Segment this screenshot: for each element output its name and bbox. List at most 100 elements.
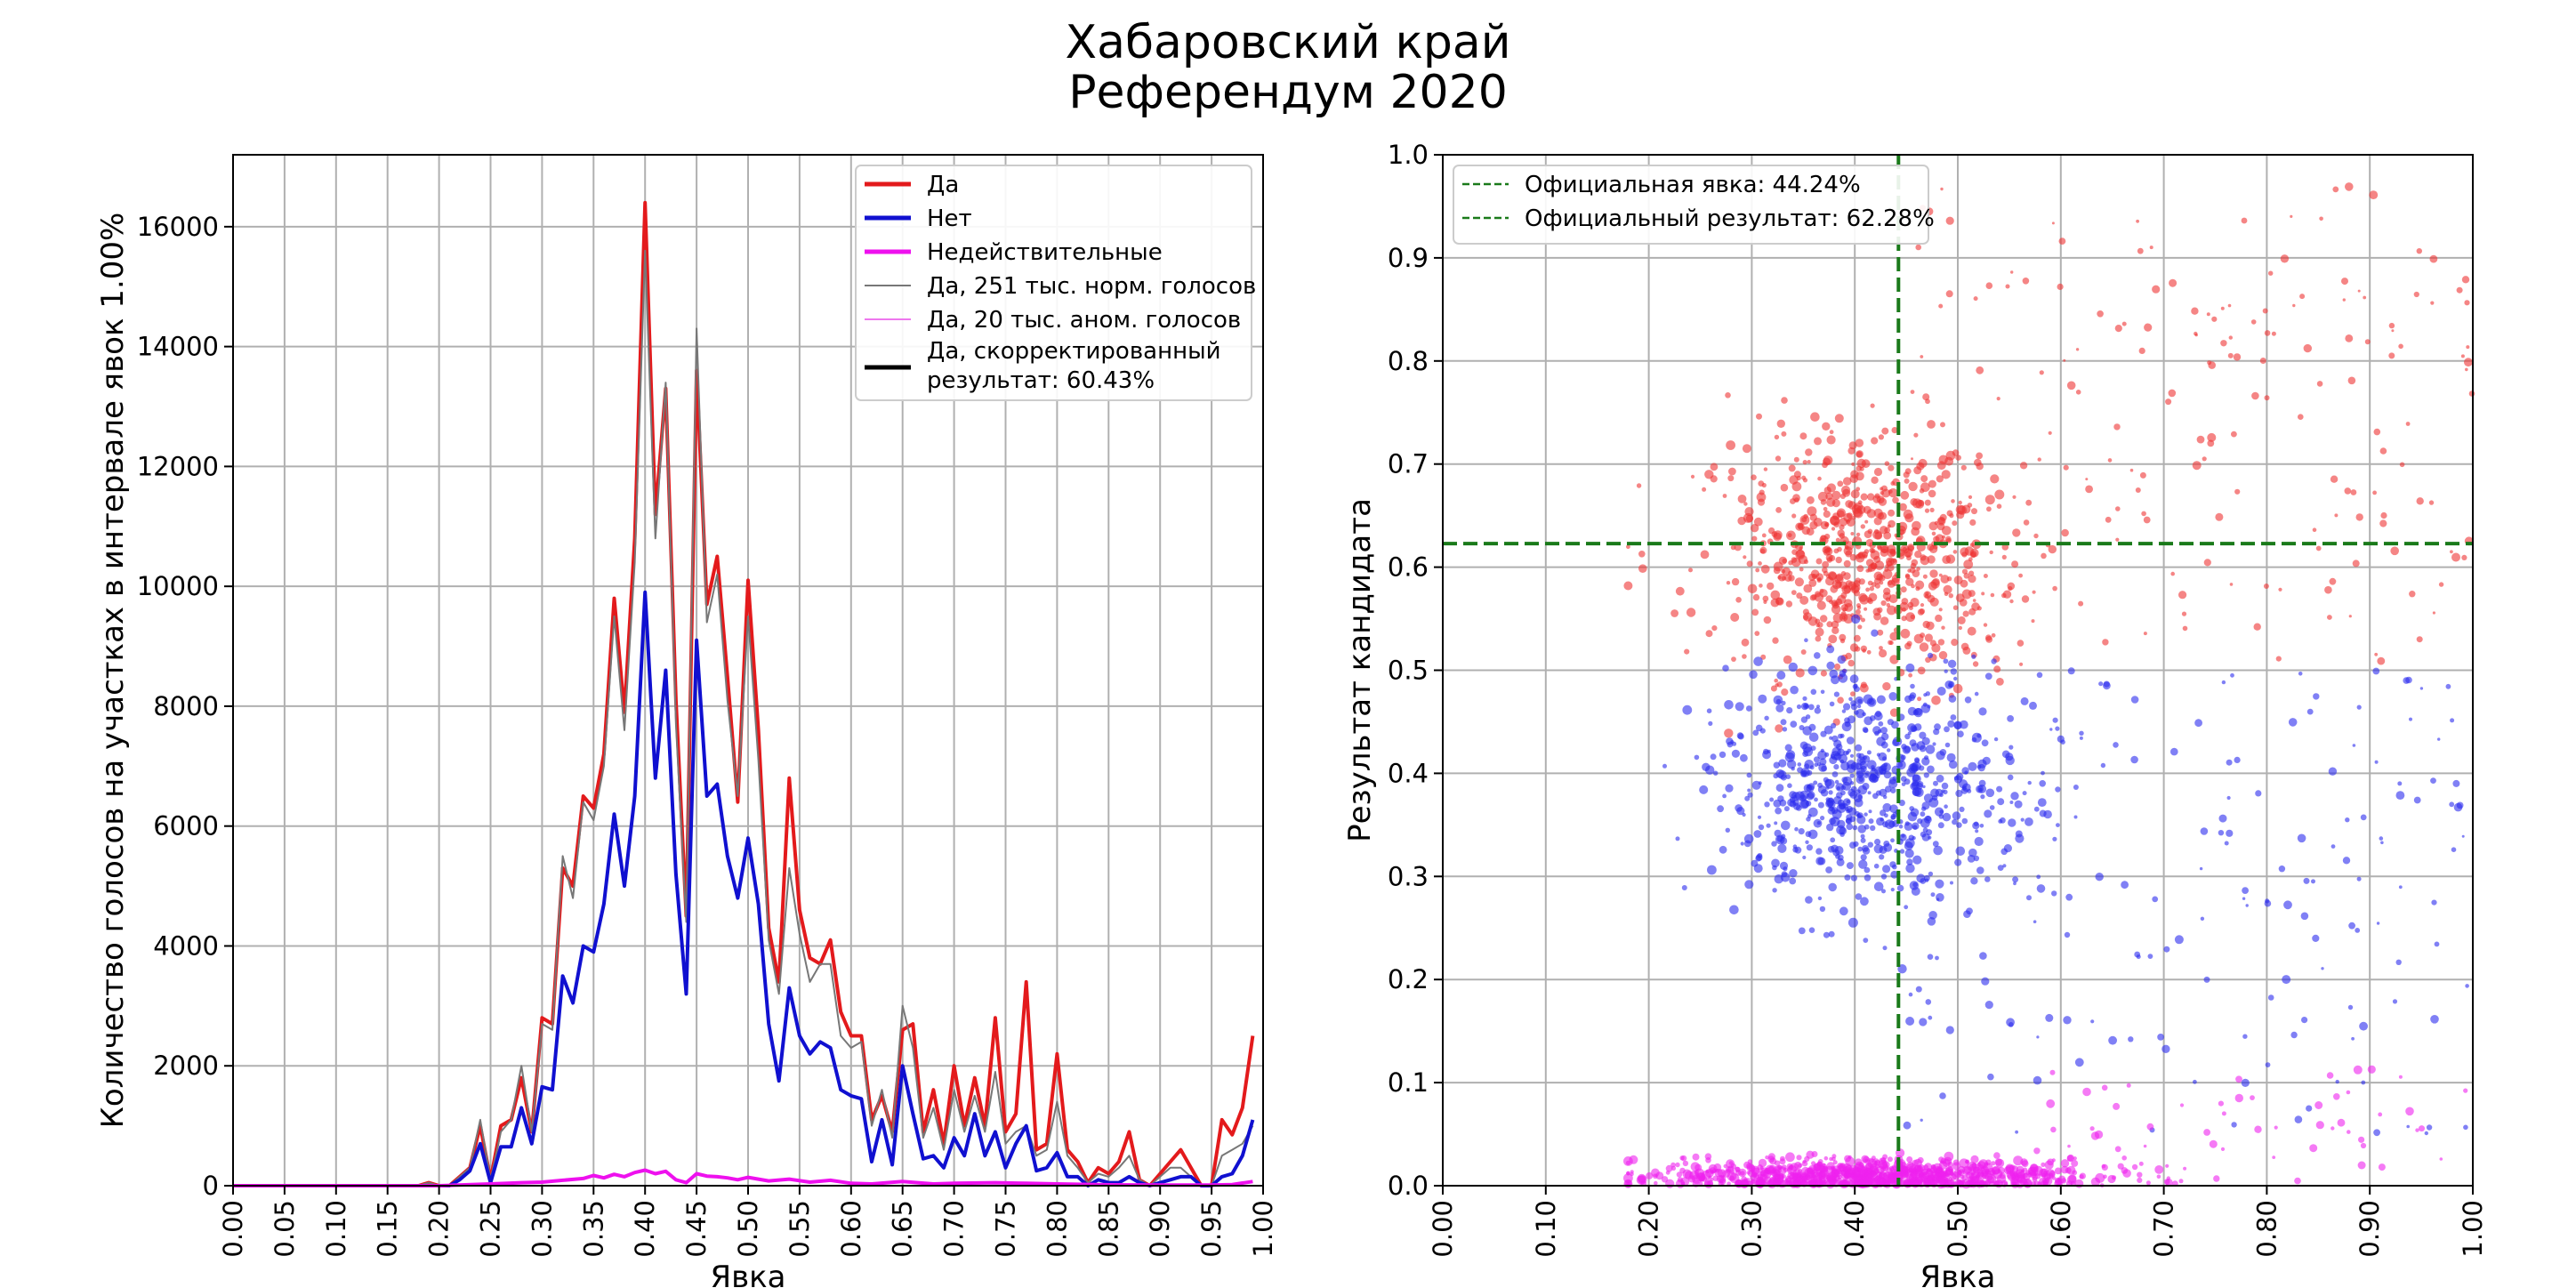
scatter-point [2192,461,2202,471]
scatter-point [1967,626,1976,636]
legend-box [1453,165,1929,245]
scatter-point [1933,729,1940,736]
scatter-point [2202,456,2207,462]
scatter-point [1869,586,1874,592]
scatter-point [1924,508,1930,513]
scatter-point [1783,866,1788,872]
scatter-point [1828,790,1833,795]
scatter-point [2241,217,2248,224]
scatter-point [1698,1175,1706,1182]
scatter-point [1889,804,1898,813]
scatter-point [2045,1013,2054,1022]
scatter-point [2063,358,2066,362]
scatter-point [1973,296,1978,302]
scatter-point [1670,1162,1676,1168]
scatter-point [1651,1168,1660,1178]
scatter-point [1743,1161,1751,1169]
scatter-point [1860,493,1868,501]
scatter-point [1922,393,1930,401]
scatter-point [1987,1073,1994,1081]
scatter-point [1735,702,1744,712]
scatter-point [1638,564,1647,573]
scatter-point [1761,533,1767,538]
scatter-point [1816,1161,1823,1167]
scatter-point [2067,1144,2071,1148]
scatter-point [1958,625,1962,631]
scatter-point [1855,744,1863,752]
scatter-point [1927,954,1934,960]
scatter-point [1882,802,1892,812]
scatter-point [1939,1092,1946,1099]
scatter-point [1817,476,1822,481]
scatter-point [2141,511,2146,517]
scatter-point [1862,712,1866,717]
scatter-point [2372,667,2380,675]
scatter-point [1799,515,1810,525]
scatter-point [2234,1093,2243,1103]
scatter-point [2250,319,2257,325]
scatter-point [1930,1181,1936,1187]
scatter-point [1961,551,1968,558]
scatter-point [2017,640,2025,647]
scatter-point [1828,571,1837,580]
scatter-point [1873,508,1883,518]
scatter-series-Недействительные [1623,1065,2468,1189]
scatter-point [1769,797,1775,802]
scatter-point [1852,1175,1857,1180]
scatter-point [1889,640,1894,646]
scatter-point [1707,1180,1713,1187]
scatter-point [1850,691,1856,696]
scatter-point [1964,696,1972,704]
scatter-point [1965,1159,1969,1164]
scatter-point [2061,528,2069,537]
scatter-point [2231,431,2237,438]
scatter-point [1792,844,1798,849]
series-line-Нет [233,590,1255,1187]
scatter-point [1880,616,1889,625]
scatter-point [2297,833,2306,843]
scatter-point [2409,591,2416,598]
scatter-point [1877,629,1884,636]
scatter-point [1974,836,1984,847]
scatter-point [1888,464,1895,471]
scatter-point [1863,938,1869,943]
scatter-point [1876,774,1880,779]
scatter-point [2027,780,2032,785]
scatter-point [1925,656,1931,664]
scatter-point [1799,595,1809,605]
scatter-point [1827,800,1836,809]
scatter-point [2001,554,2007,560]
scatter-point [1866,750,1872,755]
scatter-point [1785,774,1791,779]
scatter-point [2283,900,2292,910]
scatter-point [1871,1171,1877,1177]
scatter-point [2145,1180,2151,1186]
scatter-point [2073,815,2078,819]
scatter-point [1699,785,1709,794]
scatter-point [2015,833,2025,843]
scatter-point [2226,829,2234,837]
scatter-point [1888,594,1898,604]
scatter-point [1957,1170,1962,1176]
scatter-point [1919,731,1927,739]
scatter-point [2138,1161,2144,1166]
scatter-point [2010,270,2014,274]
scatter-point [2207,432,2217,442]
scatter-point [1913,432,1919,438]
scatter-point [1911,764,1918,771]
scatter-point [1976,366,1984,374]
scatter-point [1844,874,1851,881]
scatter-point [1773,695,1783,705]
scatter-point [1799,432,1807,440]
scatter-point [2426,1124,2433,1131]
y-tick-label: 14000 [137,332,219,362]
scatter-point [2178,1179,2184,1184]
scatter-point [2321,967,2324,970]
scatter-point [1884,785,1892,793]
scatter-point [2224,841,2229,846]
scatter-point [1688,568,1693,573]
scatter-point [2085,485,2094,494]
scatter-point [1849,674,1859,684]
scatter-point [1913,707,1923,718]
scatter-point [1725,784,1734,793]
